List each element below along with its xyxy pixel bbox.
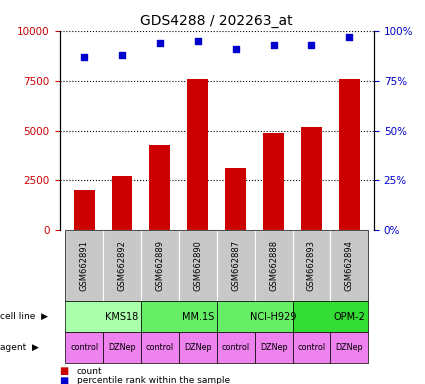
Text: control: control (70, 343, 98, 352)
Bar (301, 127, 322, 230)
Text: KMS18: KMS18 (105, 312, 139, 322)
Point (156, 40, 163, 46)
Text: OPM-2: OPM-2 (334, 312, 366, 322)
Text: DZNep: DZNep (260, 343, 287, 352)
Point (81, 54, 88, 60)
Bar (179, 332, 217, 363)
Bar (255, 332, 292, 363)
Bar (103, 332, 141, 363)
Text: GSM662892: GSM662892 (118, 240, 127, 291)
Bar (141, 332, 179, 363)
Text: ■: ■ (60, 376, 69, 384)
Text: GSM662891: GSM662891 (79, 240, 89, 291)
Text: count: count (76, 367, 102, 376)
Text: control: control (298, 343, 326, 352)
Text: MM.1S: MM.1S (181, 312, 214, 322)
Point (270, 41, 277, 48)
Bar (141, 301, 217, 332)
Bar (112, 177, 133, 230)
Text: DZNep: DZNep (184, 343, 212, 352)
Bar (65, 332, 103, 363)
Text: percentile rank within the sample: percentile rank within the sample (76, 376, 230, 384)
Point (119, 51, 125, 58)
Bar (141, 230, 179, 301)
Text: control: control (221, 343, 250, 352)
Bar (292, 230, 330, 301)
Bar (330, 332, 368, 363)
Bar (225, 169, 246, 230)
Bar (330, 230, 368, 301)
Text: cell line  ▶: cell line ▶ (0, 312, 48, 321)
Text: GSM662894: GSM662894 (345, 240, 354, 291)
Text: GSM662887: GSM662887 (231, 240, 240, 291)
Point (194, 38, 201, 44)
Bar (187, 79, 208, 230)
Text: GSM662893: GSM662893 (307, 240, 316, 291)
Point (308, 41, 315, 48)
Point (346, 34, 353, 40)
Bar (217, 301, 292, 332)
Bar (255, 230, 292, 301)
Bar (292, 301, 368, 332)
Text: GSM662889: GSM662889 (156, 240, 164, 291)
Title: GDS4288 / 202263_at: GDS4288 / 202263_at (140, 14, 293, 28)
Bar (65, 301, 141, 332)
Bar (103, 230, 141, 301)
Point (232, 46, 239, 52)
Text: agent  ▶: agent ▶ (0, 343, 39, 352)
Text: NCI-H929: NCI-H929 (250, 312, 297, 322)
Bar (179, 230, 217, 301)
Text: control: control (146, 343, 174, 352)
Text: DZNep: DZNep (336, 343, 363, 352)
Bar (339, 79, 360, 230)
Bar (217, 230, 255, 301)
Text: GSM662890: GSM662890 (193, 240, 202, 291)
Bar (150, 144, 170, 230)
Bar (217, 332, 255, 363)
Bar (263, 132, 284, 230)
Text: ■: ■ (60, 366, 69, 376)
Bar (292, 332, 330, 363)
Text: DZNep: DZNep (108, 343, 136, 352)
Bar (74, 190, 94, 230)
Bar (65, 230, 103, 301)
Text: GSM662888: GSM662888 (269, 240, 278, 291)
